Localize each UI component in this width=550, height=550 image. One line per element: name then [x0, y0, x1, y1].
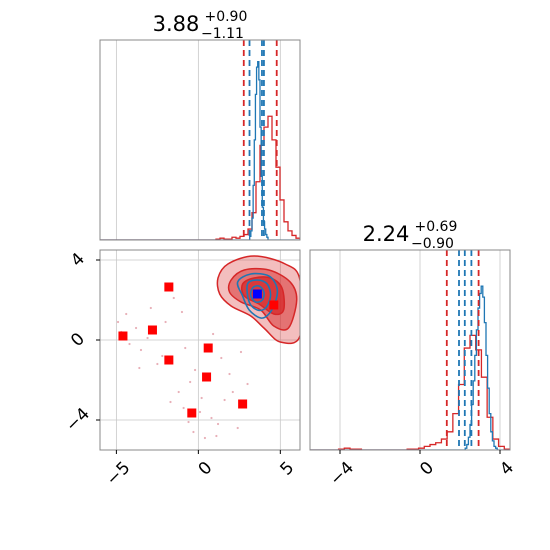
- scatter-point: [216, 422, 220, 426]
- x-tick-label: −4: [326, 458, 358, 490]
- scatter-point: [223, 398, 226, 402]
- scatter-point: [161, 354, 164, 358]
- joint-panel: −5 0 5 4 0 −4: [62, 249, 301, 490]
- scatter-point: [149, 306, 152, 310]
- square-marker: [203, 343, 213, 353]
- scatter-point: [164, 320, 167, 324]
- scatter-point: [192, 430, 195, 434]
- scatter-point: [231, 390, 234, 394]
- marginal-x-frame: [99, 39, 301, 241]
- truth-markers: [252, 289, 262, 299]
- scatter-point: [236, 426, 239, 430]
- square-marker: [164, 355, 174, 365]
- x-tick-label: 5: [277, 458, 299, 480]
- truth-marker: [252, 289, 262, 299]
- marginal-y-title: 2.24 +0.69: [363, 219, 458, 246]
- x-tick-label: 4: [496, 458, 518, 480]
- scatter-point: [198, 410, 202, 414]
- marginal-y-quantiles: [445, 250, 480, 450]
- scatter-point: [177, 390, 180, 394]
- joint-contours: [216, 255, 300, 345]
- marginal-y-title-main: 2.24: [363, 222, 410, 246]
- square-marker: [202, 372, 212, 382]
- scatter-point: [193, 368, 197, 372]
- scatter-point: [116, 320, 120, 324]
- histogram-series: [100, 115, 300, 240]
- scatter-point: [203, 436, 207, 440]
- marginal-y-histograms: [310, 285, 510, 450]
- scatter-point: [172, 296, 175, 300]
- square-marker: [118, 331, 128, 341]
- scatter-point: [139, 348, 143, 352]
- contour-level: [249, 284, 265, 304]
- marginal-y-frame: [309, 249, 511, 451]
- scatter-point: [215, 434, 218, 438]
- square-marker: [187, 408, 197, 418]
- square-markers: [118, 282, 279, 418]
- marginal-x-title-sub: −1.11: [201, 26, 244, 42]
- y-tick-label: 4: [67, 249, 89, 271]
- square-marker: [147, 325, 157, 335]
- square-marker: [164, 282, 174, 292]
- x-tick-label: 0: [195, 458, 217, 480]
- marginal-x-title: 3.88 +0.90: [153, 9, 248, 36]
- joint-y-ticks: 4 0 −4: [62, 249, 100, 436]
- scatter-point: [239, 350, 243, 354]
- scatter-point: [189, 380, 192, 384]
- marginal-y-title-sub: −0.90: [411, 236, 454, 252]
- scatter-point: [134, 326, 138, 330]
- y-tick-label: 0: [67, 329, 89, 351]
- marginal-y-x-ticks: −4 0 4: [326, 450, 518, 490]
- marginal-y-grid: [339, 250, 501, 450]
- marginal-y-panel: 2.24 +0.69 −0.90 −4 0 4: [309, 219, 518, 490]
- scatter-point: [246, 382, 249, 386]
- scatter-point: [146, 336, 149, 340]
- marginal-x-grid: [115, 40, 281, 240]
- scatter-point: [187, 420, 190, 424]
- scatter-point: [156, 362, 159, 366]
- scatter-point: [169, 400, 172, 404]
- marginal-x-title-main: 3.88: [153, 12, 200, 36]
- scatter-point: [212, 332, 215, 336]
- square-marker: [269, 300, 279, 310]
- marginal-x-title-sup: +0.90: [204, 9, 247, 25]
- histogram-series: [100, 60, 300, 240]
- marginal-x-panel: 3.88 +0.90 −1.11: [99, 9, 301, 241]
- scatter-point: [125, 312, 128, 316]
- scatter-point: [180, 310, 184, 314]
- contour-level: [246, 279, 272, 312]
- scatter-point: [182, 406, 185, 410]
- scatter-point: [128, 342, 131, 346]
- histogram-series: [310, 334, 510, 450]
- scatter-point: [138, 366, 141, 370]
- x-tick-label: −5: [103, 458, 135, 490]
- scatter-point: [220, 356, 223, 360]
- scatter-point: [228, 372, 231, 376]
- scatter-point: [200, 396, 203, 400]
- x-tick-label: 0: [416, 458, 438, 480]
- histogram-series: [310, 285, 510, 450]
- joint-x-ticks: −5 0 5: [103, 450, 299, 490]
- scatter-point: [210, 416, 213, 420]
- scatter-point: [184, 346, 187, 350]
- joint-scatter: [116, 296, 249, 440]
- square-marker: [238, 399, 248, 409]
- marginal-x-quantiles: [242, 40, 278, 240]
- marginal-y-title-sup: +0.69: [414, 219, 457, 235]
- y-tick-label: −4: [62, 404, 94, 436]
- joint-frame: [99, 249, 301, 451]
- marginal-x-histograms: [100, 60, 300, 240]
